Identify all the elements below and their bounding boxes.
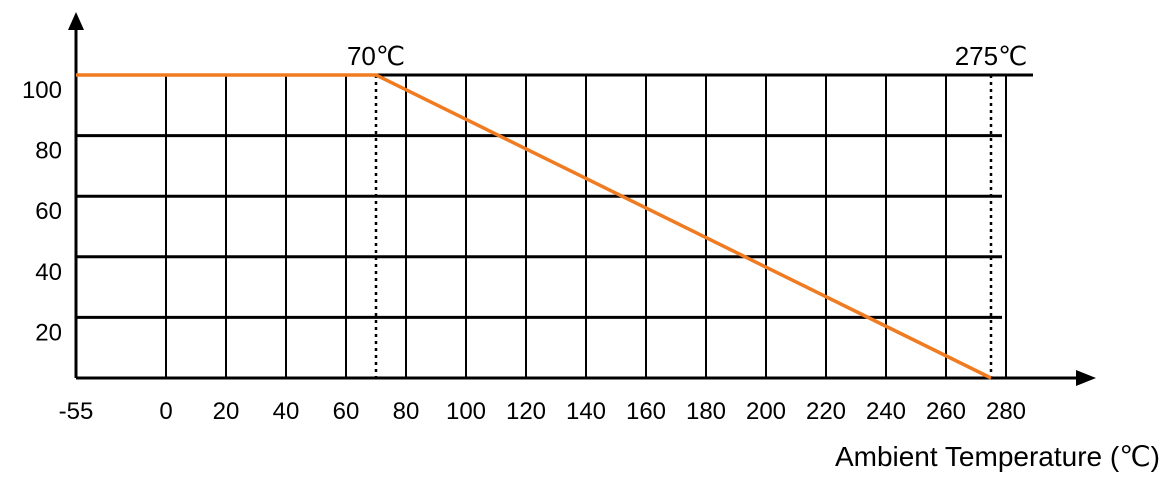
x-tick-label: 200 (746, 398, 786, 425)
x-tick-label: 240 (866, 398, 906, 425)
x-axis-arrow-icon (1076, 370, 1096, 386)
y-axis-arrow-icon (68, 12, 84, 30)
annotation-label: 275℃ (955, 41, 1028, 71)
x-tick-label: 120 (506, 398, 546, 425)
y-tick-label: 100 (22, 77, 62, 104)
x-tick-label: 40 (273, 398, 300, 425)
x-tick-label: 180 (686, 398, 726, 425)
x-tick-label: 140 (566, 398, 606, 425)
x-tick-labels: -55 0 20 40 60 80 100 120 140 160 180 200 220 240 260 2… (59, 398, 1026, 425)
grid (76, 73, 1033, 378)
x-tick-label: 80 (393, 398, 420, 425)
series (76, 73, 992, 380)
x-tick-label: -55 (59, 398, 94, 425)
x-tick-label: 100 (446, 398, 486, 425)
x-tick-label: 160 (626, 398, 666, 425)
x-tick-label: 220 (806, 398, 846, 425)
x-tick-label: 60 (333, 398, 360, 425)
y-tick-label: 20 (35, 319, 62, 346)
y-tick-label: 40 (35, 259, 62, 286)
annotations: 70℃ 275℃ (347, 41, 1027, 71)
x-tick-label: 20 (213, 398, 240, 425)
reference-lines (374, 75, 993, 378)
x-axis-label: Ambient Temperature (℃) (835, 441, 1160, 472)
annotation-label: 70℃ (347, 41, 405, 71)
x-tick-label: 0 (159, 398, 172, 425)
x-tick-label: 280 (986, 398, 1026, 425)
y-tick-labels: 20 40 60 80 100 (22, 77, 62, 346)
y-tick-label: 80 (35, 138, 62, 165)
axes (68, 12, 1096, 386)
y-tick-label: 60 (35, 198, 62, 225)
x-tick-label: 260 (926, 398, 966, 425)
series-line (76, 73, 992, 380)
